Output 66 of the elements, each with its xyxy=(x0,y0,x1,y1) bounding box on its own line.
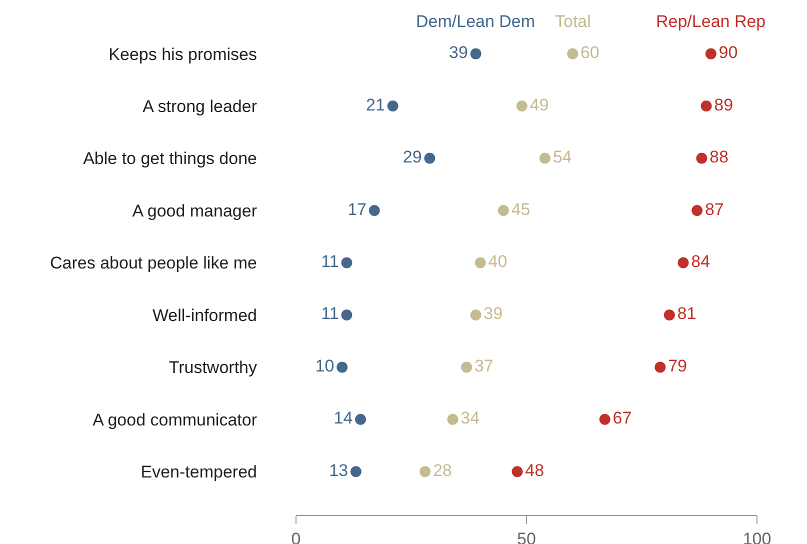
data-label: 40 xyxy=(488,252,508,271)
y-tick-label: A good manager xyxy=(132,201,258,220)
point xyxy=(512,466,523,478)
y-tick-label: A good communicator xyxy=(92,410,258,430)
data-label: 39 xyxy=(484,304,503,324)
point xyxy=(539,152,550,164)
data-label: 21 xyxy=(366,95,385,114)
data-label: 39 xyxy=(448,43,468,62)
y-tick-label: Well-informed xyxy=(152,306,257,325)
point xyxy=(516,100,528,112)
point xyxy=(341,309,352,320)
data-label: 17 xyxy=(348,200,366,219)
data-label: 87 xyxy=(704,200,724,219)
point xyxy=(692,205,703,216)
data-label: 13 xyxy=(329,460,348,480)
data-label: 84 xyxy=(691,252,710,271)
series-label: Dem/Lean Dem xyxy=(416,12,536,31)
y-tick-label: Keeps his promises xyxy=(108,44,257,64)
y-tick-label: Able to get things done xyxy=(83,149,257,168)
point xyxy=(470,48,482,60)
point xyxy=(696,152,708,164)
data-label: 10 xyxy=(315,356,334,376)
data-label: 45 xyxy=(511,200,530,219)
data-label: 60 xyxy=(580,43,600,62)
point xyxy=(567,48,578,60)
data-label: 79 xyxy=(668,356,687,376)
data-label: 49 xyxy=(530,95,549,114)
y-tick-label: Trustworthy xyxy=(168,358,258,378)
y-tick-label: Cares about people like me xyxy=(50,254,257,273)
point xyxy=(355,414,366,425)
point xyxy=(447,414,458,425)
point xyxy=(341,257,352,268)
point xyxy=(498,205,509,216)
point xyxy=(420,466,431,478)
point xyxy=(664,309,675,320)
point xyxy=(705,48,716,60)
point xyxy=(474,257,486,268)
point xyxy=(424,152,436,164)
y-tick-label: Even-tempered xyxy=(140,462,257,482)
point xyxy=(368,205,380,216)
data-label: 29 xyxy=(402,148,422,167)
data-label: 28 xyxy=(432,460,452,480)
data-label: 88 xyxy=(710,148,728,167)
data-label: 67 xyxy=(612,408,632,428)
data-label: 48 xyxy=(525,460,544,480)
point xyxy=(336,362,348,373)
data-label: 14 xyxy=(334,408,353,428)
y-tick-label: A strong leader xyxy=(142,96,258,116)
point xyxy=(599,414,610,425)
data-label: 81 xyxy=(677,304,696,324)
data-label: 89 xyxy=(714,95,734,114)
series-label: Total xyxy=(555,12,591,31)
point xyxy=(700,100,712,112)
point xyxy=(470,309,482,320)
data-label: 37 xyxy=(474,356,494,376)
point xyxy=(678,257,689,268)
point xyxy=(461,362,472,373)
point xyxy=(350,466,362,478)
data-label: 54 xyxy=(552,148,572,167)
data-label: 90 xyxy=(718,43,738,62)
data-label: 34 xyxy=(460,408,480,428)
point xyxy=(654,362,666,373)
point xyxy=(387,100,398,112)
data-label: 11 xyxy=(321,304,339,324)
data-label: 11 xyxy=(321,252,339,271)
series-label: Rep/Lean Rep xyxy=(656,12,766,31)
